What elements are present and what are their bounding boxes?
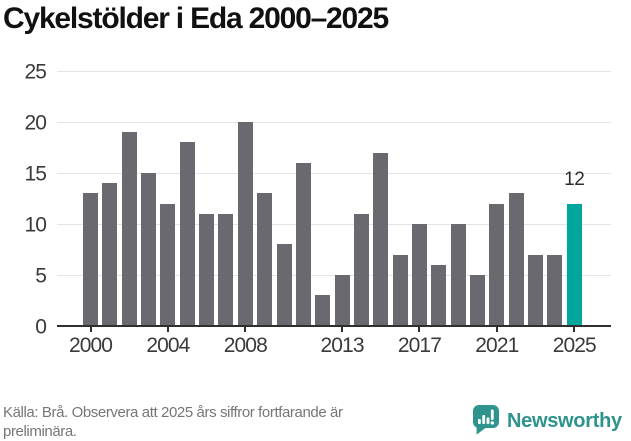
x-axis-label: 2025 bbox=[552, 334, 597, 357]
newsworthy-bubble-chart-icon bbox=[473, 405, 499, 435]
y-axis-label: 5 bbox=[35, 264, 47, 288]
bar bbox=[489, 203, 505, 326]
y-axis-label: 0 bbox=[35, 315, 47, 339]
bar bbox=[141, 173, 157, 326]
bar bbox=[257, 193, 273, 326]
x-axis-line bbox=[57, 325, 611, 327]
newsworthy-logo: Newsworthy bbox=[473, 405, 622, 435]
bar bbox=[373, 152, 389, 326]
bar bbox=[199, 213, 215, 326]
bar bbox=[276, 244, 292, 326]
bar-chart: 0 5 10 15 20 25 12 2000 2004 2008 2013 2017 2021 2025 bbox=[24, 60, 611, 357]
bar bbox=[547, 254, 563, 326]
bar bbox=[470, 275, 485, 326]
gridline bbox=[57, 71, 611, 72]
x-axis-tick bbox=[573, 327, 576, 332]
source-note: Källa: Brå. Observera att 2025 års siffr… bbox=[3, 404, 343, 440]
x-axis-label: 2004 bbox=[146, 334, 190, 357]
gridline bbox=[57, 224, 611, 225]
brand-name: Newsworthy bbox=[507, 410, 622, 432]
x-axis-tick bbox=[89, 327, 92, 332]
bar bbox=[160, 203, 176, 326]
value-annotation: 12 bbox=[564, 168, 585, 190]
bar bbox=[121, 132, 137, 326]
bar bbox=[508, 193, 524, 326]
bar bbox=[392, 254, 408, 326]
x-axis-label: 2008 bbox=[223, 334, 268, 357]
y-axis-label: 15 bbox=[24, 162, 46, 186]
x-axis-label: 2017 bbox=[397, 334, 442, 357]
y-axis-label: 25 bbox=[24, 60, 46, 84]
x-axis-label: 2000 bbox=[68, 334, 113, 357]
x-axis-tick bbox=[244, 327, 247, 332]
y-axis-label: 10 bbox=[24, 213, 46, 237]
gridline bbox=[57, 122, 611, 123]
bar bbox=[83, 193, 98, 326]
y-axis-label: 20 bbox=[24, 111, 46, 135]
bar bbox=[450, 224, 466, 326]
x-axis-label: 2021 bbox=[475, 334, 519, 357]
bar bbox=[315, 295, 331, 326]
bar bbox=[334, 275, 350, 326]
x-axis-tick bbox=[418, 327, 421, 332]
bar bbox=[411, 224, 427, 326]
bar bbox=[295, 162, 311, 326]
gridline bbox=[57, 275, 611, 276]
bar bbox=[528, 254, 544, 326]
bar bbox=[237, 122, 253, 326]
x-axis-tick bbox=[495, 327, 498, 332]
bar bbox=[218, 213, 234, 326]
x-axis-label: 2013 bbox=[320, 334, 364, 357]
x-axis-tick bbox=[166, 327, 169, 332]
bar bbox=[179, 142, 195, 326]
bar bbox=[353, 213, 369, 326]
bar-highlighted bbox=[566, 203, 582, 326]
bar bbox=[102, 183, 118, 326]
chart-title: Cykelstölder i Eda 2000–2025 bbox=[3, 2, 389, 35]
x-axis-tick bbox=[341, 327, 344, 332]
bar bbox=[431, 264, 447, 326]
gridline bbox=[57, 173, 611, 174]
